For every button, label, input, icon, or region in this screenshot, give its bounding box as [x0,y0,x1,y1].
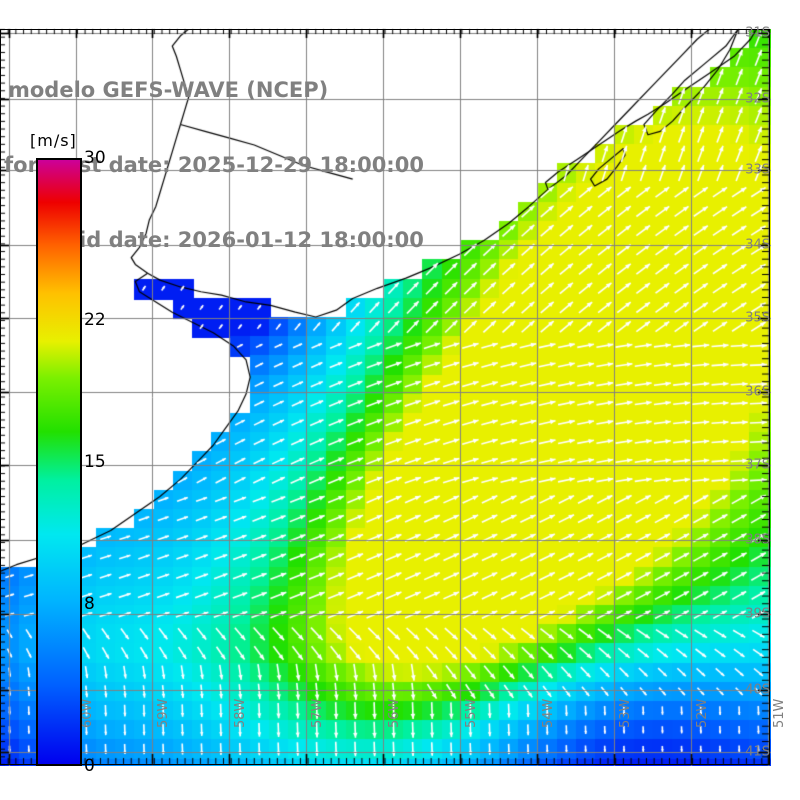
colorbar-tick-22: 22 [84,310,106,331]
latitude-label-33S: 33S [745,162,770,178]
longitude-label-51W: 51W [772,698,787,728]
graticule-gridlines [0,29,771,766]
latitude-label-35S: 35S [745,310,770,326]
longitude-label-60W: 60W [80,698,95,728]
colorbar-tick-30: 30 [84,148,106,168]
longitude-label-57W: 57W [310,698,325,728]
colorbar-unit-label: [m/s] [30,131,77,150]
colorbar-tick-8: 8 [84,593,95,614]
longitude-label-54W: 54W [541,698,556,728]
latitude-label-40S: 40S [745,682,770,698]
latitude-label-41S: 41S [745,744,770,760]
longitude-label-53W: 53W [618,698,633,728]
latitude-label-34S: 34S [745,237,770,253]
latitude-label-38S: 38S [745,532,770,548]
latitude-label-36S: 36S [745,384,770,400]
colorbar-tick-0: 0 [84,756,95,776]
latitude-label-39S: 39S [745,606,770,622]
latitude-label-32S: 32S [745,91,770,107]
longitude-label-58W: 58W [233,698,248,728]
longitude-label-59W: 59W [156,698,171,728]
latitude-label-37S: 37S [745,457,770,473]
colorbar-tick-15: 15 [84,452,106,472]
longitude-label-52W: 52W [695,698,710,728]
colorbar-gradient [36,158,82,766]
longitude-label-56W: 56W [387,698,402,728]
longitude-label-55W: 55W [464,698,479,728]
colorbar [36,158,82,766]
latitude-label-31S: 31S [745,25,770,41]
map-plot-area [0,29,771,766]
